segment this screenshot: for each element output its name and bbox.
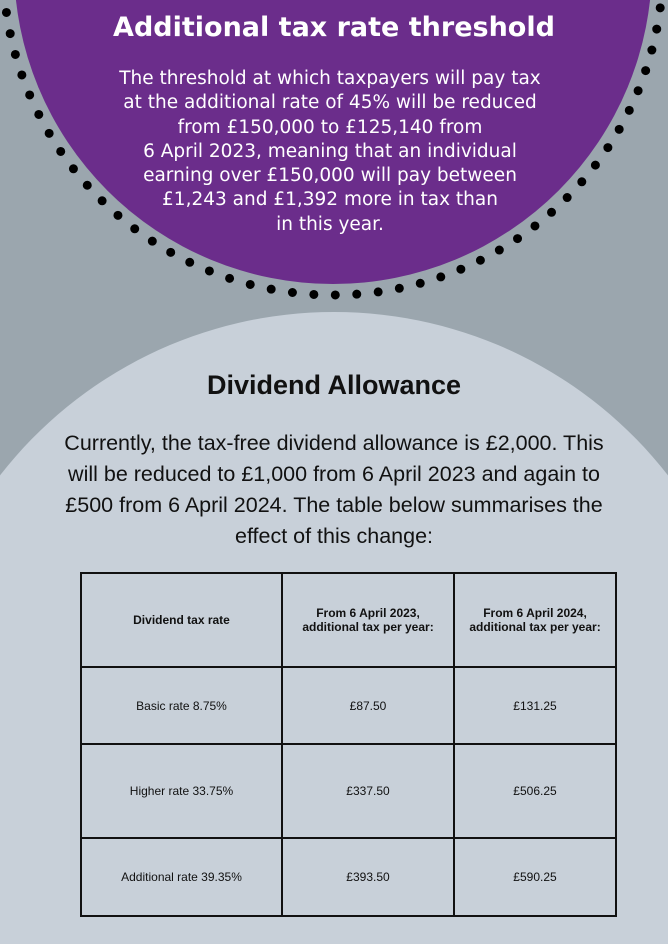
table-cell: Higher rate 33.75% bbox=[80, 743, 283, 839]
text-line: in this year. bbox=[276, 213, 384, 235]
table-cell: £131.25 bbox=[453, 666, 617, 745]
purple-circle bbox=[16, 0, 650, 284]
table-cell: £393.50 bbox=[281, 837, 455, 917]
dividend-text: Currently, the tax-free dividend allowan… bbox=[64, 431, 604, 548]
text-line: £1,243 and £1,392 more in tax than bbox=[162, 189, 498, 211]
table-cell: £590.25 bbox=[453, 837, 617, 917]
text-line: at the additional rate of 45% will be re… bbox=[123, 92, 537, 114]
table-cell: Additional rate 39.35% bbox=[80, 837, 283, 917]
text-line: from £150,000 to £125,140 from bbox=[177, 116, 483, 138]
header-cell: From 6 April 2024, additional tax per ye… bbox=[453, 572, 617, 668]
table-cell: £87.50 bbox=[281, 666, 455, 745]
text-line: 6 April 2023, meaning that an individual bbox=[143, 140, 517, 162]
threshold-title: Additional tax rate threshold bbox=[113, 12, 555, 43]
text-line: The threshold at which taxpayers will pa… bbox=[119, 68, 541, 89]
table-header-row: Dividend tax rate From 6 April 2023, add… bbox=[80, 572, 617, 668]
dotted-ring bbox=[0, 0, 666, 300]
header-cell: Dividend tax rate bbox=[80, 572, 283, 668]
table-cell: £337.50 bbox=[281, 743, 455, 839]
table-row: Additional rate 39.35% £393.50 £590.25 bbox=[80, 837, 617, 917]
table-row: Higher rate 33.75% £337.50 £506.25 bbox=[80, 743, 617, 839]
table-cell: Basic rate 8.75% bbox=[80, 666, 283, 745]
text-line: earning over £150,000 will pay between bbox=[143, 165, 517, 187]
header-cell: From 6 April 2023, additional tax per ye… bbox=[281, 572, 455, 668]
table-cell: £506.25 bbox=[453, 743, 617, 839]
threshold-text: The threshold at which taxpayers will pa… bbox=[90, 67, 570, 237]
dividend-title: Dividend Allowance bbox=[206, 370, 462, 400]
dividend-table: Dividend tax rate From 6 April 2023, add… bbox=[80, 572, 617, 917]
table-row: Basic rate 8.75% £87.50 £131.25 bbox=[80, 666, 617, 745]
